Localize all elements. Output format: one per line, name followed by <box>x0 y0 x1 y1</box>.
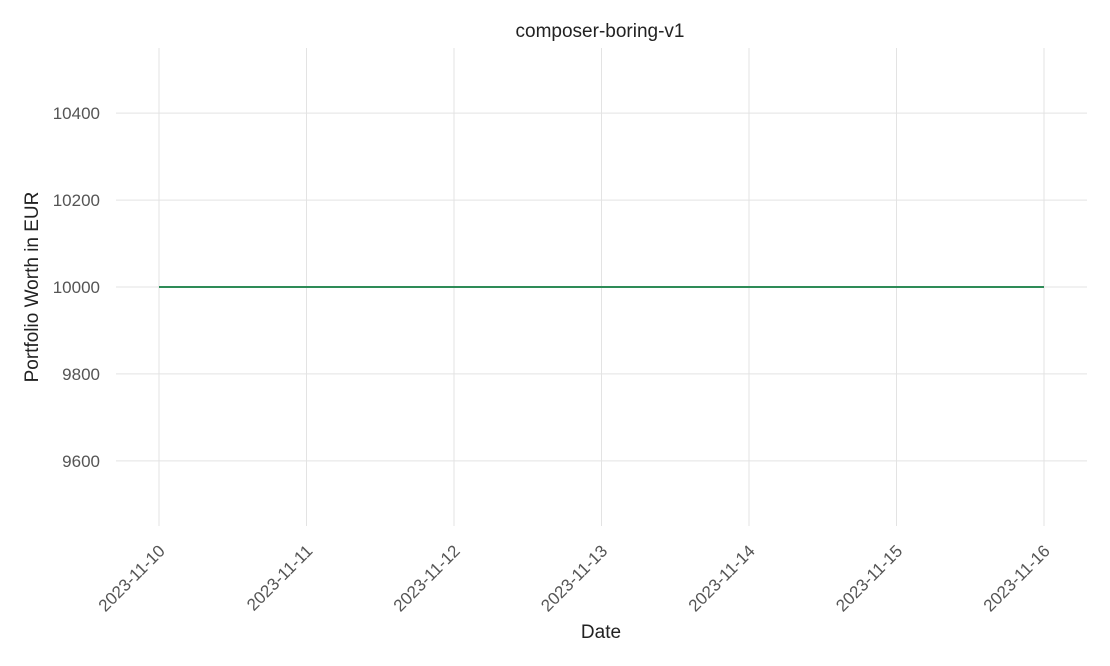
x-tick-label: 2023-11-10 <box>95 541 169 615</box>
x-axis-label: Date <box>581 622 621 643</box>
y-tick-label: 10400 <box>53 104 100 123</box>
x-tick-label: 2023-11-12 <box>390 541 464 615</box>
x-tick-label: 2023-11-14 <box>685 541 759 615</box>
chart-title: composer-boring-v1 <box>516 21 685 42</box>
y-tick-label: 9800 <box>62 365 100 384</box>
y-tick-label: 10000 <box>53 278 100 297</box>
x-tick-labels: 2023-11-10 2023-11-11 2023-11-12 2023-11-13… <box>95 541 1054 615</box>
y-tick-label: 10200 <box>53 191 100 210</box>
x-tick-label: 2023-11-16 <box>980 541 1054 615</box>
x-tick-label: 2023-11-13 <box>537 541 611 615</box>
y-axis-label: Portfolio Worth in EUR <box>22 192 43 383</box>
y-tick-label: 9600 <box>62 452 100 471</box>
y-tick-labels: 9600 9800 10000 10200 10400 <box>53 104 100 471</box>
x-tick-label: 2023-11-15 <box>832 541 906 615</box>
x-tick-label: 2023-11-11 <box>243 541 316 614</box>
